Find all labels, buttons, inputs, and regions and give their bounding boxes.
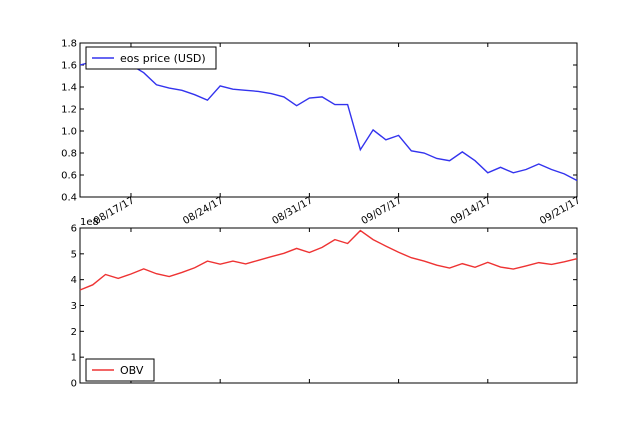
y-tick-label: 1.2 [61,105,77,116]
y-offset-label: 1e8 [80,217,99,228]
y-tick-label: 0 [71,379,77,390]
x-tick-label: 09/21/17 [538,195,582,227]
series-line-price [79,60,578,182]
plot-frame [79,42,578,198]
y-tick-label: 2 [71,327,77,338]
x-tick-label: 09/14/17 [449,195,493,227]
y-tick-label: 4 [71,275,77,286]
y-tick-label: 3 [71,301,77,312]
legend-label: OBV [120,364,144,377]
y-tick-label: 1.6 [61,61,77,72]
y-tick-label: 0.4 [61,193,77,204]
y-tick-label: 1 [71,353,77,364]
series-line-obv [79,229,578,291]
y-tick-label: 1.0 [61,127,77,138]
y-tick-label: 0.6 [61,171,77,182]
legend-label: eos price (USD) [120,52,206,65]
x-tick-label: 08/31/17 [270,195,314,227]
y-tick-label: 6 [71,224,77,235]
legend: eos price (USD) [85,46,217,70]
y-tick-label: 1.8 [61,39,77,50]
legend-box [85,46,217,70]
legend-box [85,358,155,382]
plot-frame [79,227,578,384]
x-tick-label: 08/24/17 [181,195,225,227]
x-tick-label: 09/07/17 [360,195,404,227]
y-tick-label: 1.4 [61,83,77,94]
price-panel: 0.40.60.81.01.21.41.61.808/17/17 08/24/17… [61,39,582,228]
legend: OBV [85,358,155,382]
y-tick-label: 0.8 [61,149,77,160]
y-tick-label: 5 [71,249,77,260]
